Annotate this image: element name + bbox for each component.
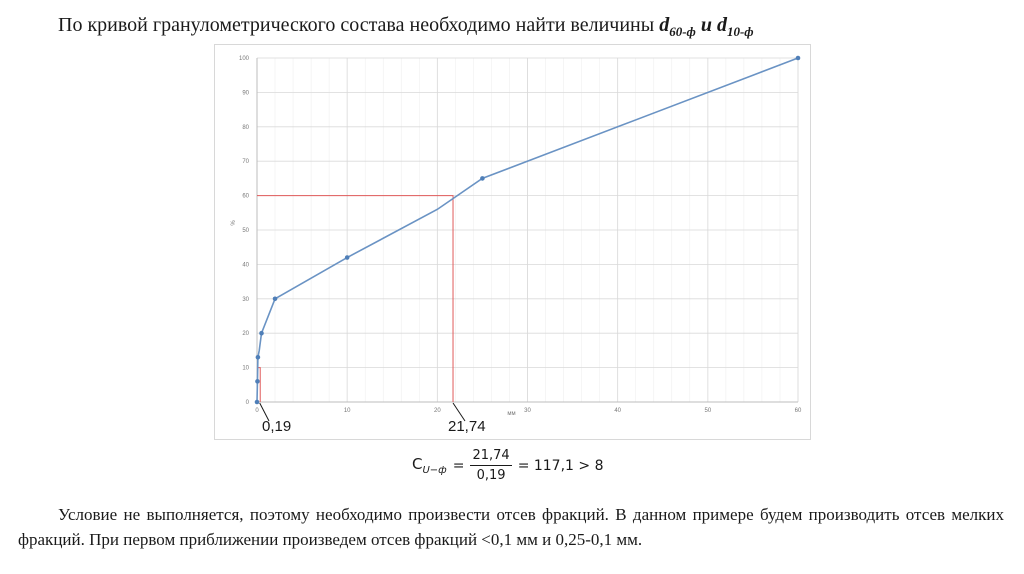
x-axis-label: мм — [507, 411, 515, 417]
d10-callout-pointer — [259, 402, 270, 422]
formula-numerator: 21,74 — [470, 448, 512, 466]
d60-guide-line — [257, 195, 454, 402]
formula-lhs: CU−ф — [412, 455, 447, 476]
page-title: По кривой гранулометрического состава не… — [58, 14, 754, 40]
y-tick-label: 20 — [242, 331, 249, 337]
series-line — [256, 57, 799, 403]
x-tick-label: 40 — [614, 408, 621, 414]
data-point — [480, 176, 485, 181]
uniformity-formula: CU−ф = 21,74 0,19 = 117,1 > 8 — [412, 448, 604, 483]
y-tick-label: 0 — [246, 400, 250, 406]
chart-canvas: 0 10 20 30 40 50 60 0 10 20 30 40 50 60 70 80 90 100 мм% — [231, 55, 802, 422]
data-point — [255, 354, 261, 360]
y-tick-label: 30 — [242, 297, 249, 303]
data-point — [254, 399, 260, 405]
x-tick-label: 20 — [434, 408, 441, 414]
callout-d60-value: 21,74 — [448, 418, 486, 435]
title-var-d60: d60-ф — [659, 14, 696, 39]
formula-denominator: 0,19 — [476, 468, 506, 483]
callout-d10-value: 0,19 — [262, 418, 292, 435]
data-point — [255, 379, 260, 384]
x-tick-label: 50 — [704, 408, 711, 414]
y-tick-label: 60 — [242, 194, 249, 200]
title-conjunction: и — [695, 14, 717, 36]
d60-callout-pointer — [452, 402, 466, 422]
formula-rhs: = 117,1 > 8 — [517, 457, 604, 474]
conclusion-text: Условие не выполняется, поэтому необходи… — [18, 505, 1004, 549]
y-tick-label: 70 — [242, 159, 249, 165]
y-tick-label: 80 — [242, 125, 249, 131]
granulometric-chart: 0 10 20 30 40 50 60 0 10 20 30 40 50 60 70 80 90 100 мм% — [214, 44, 811, 440]
x-tick-label: 0 — [255, 408, 259, 414]
formula-fraction: 21,74 0,19 — [470, 448, 512, 483]
y-axis-label: % — [231, 220, 237, 226]
conclusion-paragraph: Условие не выполняется, поэтому необходи… — [18, 502, 1004, 552]
title-prefix: По кривой гранулометрического состава не… — [58, 14, 660, 36]
y-tick-label: 10 — [242, 366, 249, 372]
data-point — [259, 330, 264, 336]
data-point — [795, 55, 801, 61]
data-point — [344, 255, 350, 260]
title-var-d10: d10-ф — [716, 14, 754, 39]
y-tick-label: 50 — [242, 228, 249, 234]
data-point — [272, 296, 278, 302]
x-tick-label: 60 — [795, 408, 802, 414]
y-tick-label: 40 — [242, 262, 249, 268]
y-tick-label: 100 — [239, 56, 250, 62]
x-tick-label: 10 — [344, 408, 351, 414]
y-tick-label: 90 — [242, 90, 249, 96]
x-tick-label: 30 — [524, 408, 531, 414]
formula-equals: = — [452, 457, 465, 474]
